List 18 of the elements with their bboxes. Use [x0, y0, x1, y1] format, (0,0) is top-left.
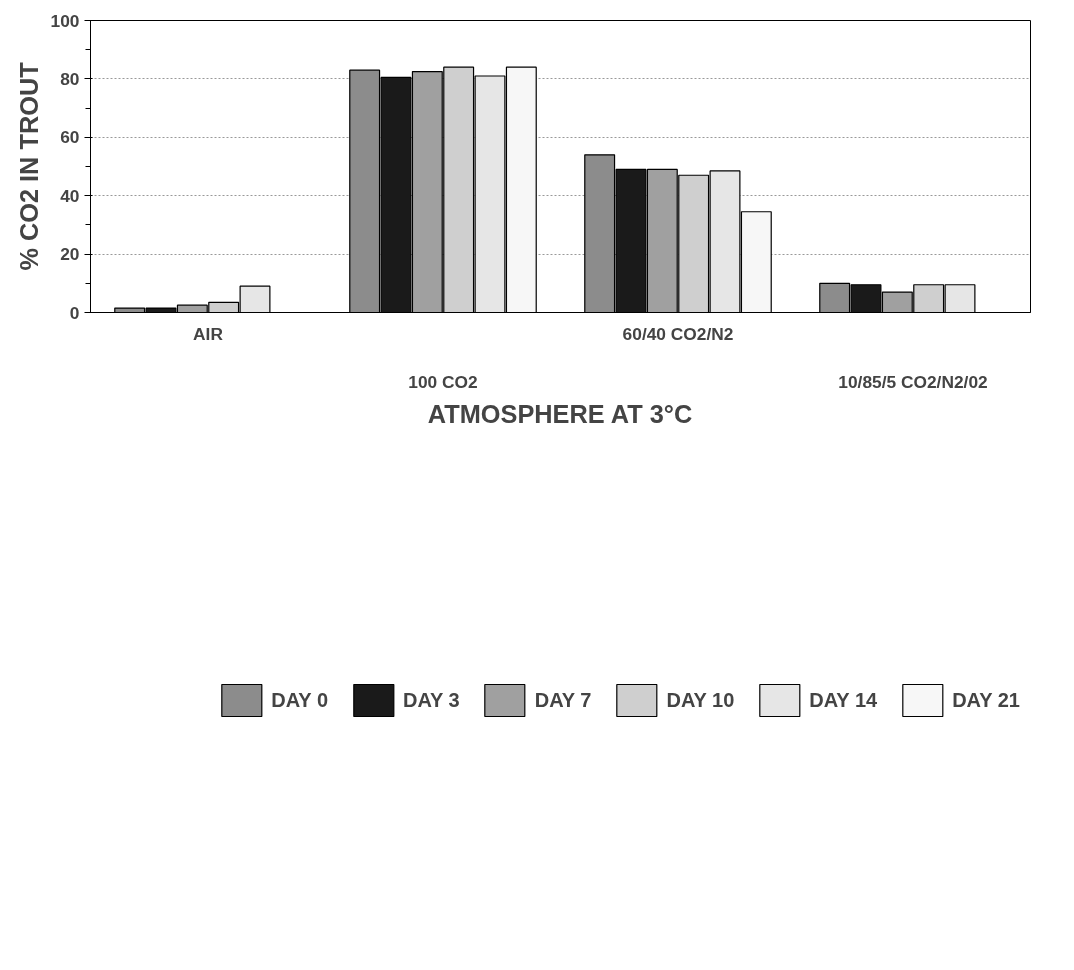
y-tick-label: 40 [60, 185, 80, 206]
legend-label: DAY 14 [809, 688, 878, 712]
x-tick-label: 10/85/5 CO2/N2/02 [838, 371, 988, 392]
legend-label: DAY 0 [271, 688, 329, 712]
legend-label: DAY 21 [952, 688, 1020, 712]
x-tick-label: 100 CO2 [408, 371, 478, 392]
y-tick-label: 0 [69, 302, 80, 323]
y-tick-label: 60 [60, 127, 80, 148]
y-tick-label: 20 [60, 244, 80, 265]
y-tick-label: 100 [50, 10, 80, 31]
y-axis-title: % CO2 IN TROUT [14, 61, 43, 271]
legend-label: DAY 3 [403, 688, 460, 712]
legend-label: DAY 10 [666, 688, 735, 712]
x-tick-label: 60/40 CO2/N2 [622, 323, 734, 344]
x-axis-title: ATMOSPHERE AT 3°C [427, 399, 693, 428]
y-tick-label: 80 [60, 68, 80, 89]
legend-label: DAY 7 [534, 688, 592, 712]
x-tick-label: AIR [193, 323, 224, 344]
